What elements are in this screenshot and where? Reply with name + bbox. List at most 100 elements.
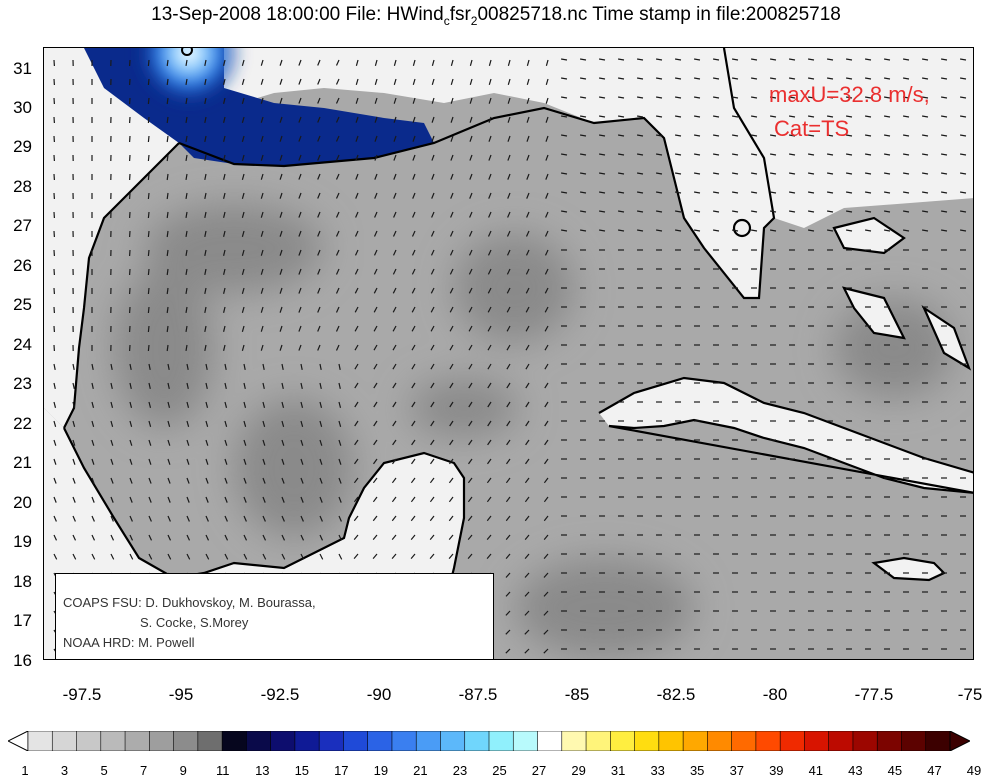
- wind-vector-arrow: [617, 96, 625, 99]
- wind-vector-arrow: [300, 477, 304, 484]
- colorbar-swatch: [270, 731, 296, 751]
- wind-vector-arrow: [91, 420, 95, 427]
- wind-vector-arrow: [72, 363, 75, 371]
- wind-vector-arrow: [129, 401, 133, 408]
- wind-vector-arrow: [525, 420, 530, 427]
- wind-vector-arrow: [788, 96, 796, 99]
- wind-vector-arrow: [769, 96, 777, 99]
- wind-vector-arrow: [317, 97, 321, 104]
- wind-vector-arrow: [335, 230, 340, 237]
- storm-center-marker: [181, 48, 193, 56]
- wind-vector-arrow: [281, 382, 284, 390]
- colorbar-swatch: [464, 731, 490, 751]
- y-tick-label: 26: [13, 256, 32, 275]
- wind-vector-arrow: [769, 229, 777, 232]
- wind-vector-arrow: [450, 135, 454, 142]
- wind-vector-arrow: [393, 154, 397, 161]
- colorbar-tick-label: 29: [571, 763, 586, 778]
- wind-vector-arrow: [674, 229, 682, 232]
- wind-vector-arrow: [298, 344, 302, 351]
- wind-vector-arrow: [579, 172, 587, 175]
- wind-vector-arrow: [205, 553, 210, 560]
- colorbar-swatch: [585, 731, 612, 751]
- wind-vector-arrow: [636, 229, 644, 232]
- wind-vector-arrow: [430, 401, 435, 408]
- wind-vector-arrow: [506, 230, 511, 237]
- wind-vector-arrow: [241, 173, 245, 180]
- wind-vector-arrow: [167, 439, 171, 446]
- wind-vector-arrow: [393, 59, 397, 66]
- wind-vector-arrow: [845, 77, 853, 80]
- wind-vector-arrow: [223, 268, 226, 275]
- wind-vector-arrow: [921, 229, 929, 232]
- wind-vector-arrow: [262, 401, 266, 408]
- wind-vector-arrow: [525, 458, 530, 465]
- wind-vector-arrow: [281, 363, 284, 371]
- wind-vector-arrow: [449, 230, 454, 237]
- wind-vector-arrow: [224, 439, 228, 446]
- wind-vector-arrow: [731, 210, 739, 213]
- wind-vector-arrow: [72, 458, 76, 465]
- wind-vector-arrow: [674, 96, 682, 99]
- wind-vector-arrow: [579, 115, 587, 118]
- wind-vector-arrow: [298, 97, 302, 104]
- colorbar-swatch: [779, 731, 806, 751]
- colorbar-tick-label: 21: [413, 763, 428, 778]
- colorbar-swatch: [440, 731, 466, 751]
- x-tick-label: -75: [957, 685, 983, 704]
- wind-vector-arrow: [241, 78, 245, 85]
- wind-vector-arrow: [241, 59, 245, 66]
- wind-vector-arrow: [788, 172, 796, 175]
- wind-vector-arrow: [167, 553, 172, 560]
- wind-vector-arrow: [807, 58, 815, 61]
- wind-vector-arrow: [902, 210, 910, 213]
- wind-vector-arrow: [317, 306, 321, 313]
- wind-vector-arrow: [167, 382, 170, 390]
- wind-vector-arrow: [507, 173, 511, 180]
- wind-vector-arrow: [72, 420, 76, 427]
- wind-vector-arrow: [281, 477, 285, 484]
- wind-vector-arrow: [545, 116, 549, 123]
- wind-vector-arrow: [505, 553, 511, 559]
- max-wind-annotation: maxU=32.8 m/s,: [769, 82, 930, 107]
- wind-vector-arrow: [317, 325, 321, 332]
- wind-vector-arrow: [524, 648, 530, 654]
- wind-vector-arrow: [335, 135, 340, 142]
- wind-vector-arrow: [372, 477, 378, 484]
- wind-vector-arrow: [243, 515, 247, 522]
- wind-vector-arrow: [204, 268, 207, 276]
- wind-vector-arrow: [560, 115, 568, 118]
- wind-vector-arrow: [506, 344, 511, 351]
- wind-vector-arrow: [731, 77, 739, 80]
- wind-vector-arrow: [617, 115, 625, 118]
- wind-vector-arrow: [204, 325, 207, 333]
- wind-vector-arrow: [166, 173, 169, 181]
- colorbar-swatch: [76, 731, 102, 751]
- wind-vector-arrow: [636, 153, 644, 156]
- wind-vector-arrow: [674, 58, 682, 61]
- wind-vector-arrow: [617, 191, 625, 194]
- wind-vector-arrow: [959, 96, 967, 99]
- wind-vector-arrow: [72, 477, 76, 484]
- credit-line: S. Cocke, S.Morey: [140, 615, 249, 630]
- wind-vector-arrow: [392, 363, 397, 370]
- wind-vector-arrow: [487, 344, 492, 351]
- wind-vector-arrow: [883, 58, 891, 61]
- wind-vector-arrow: [223, 116, 226, 123]
- wind-vector-arrow: [91, 401, 95, 408]
- wind-vector-arrow: [617, 229, 625, 232]
- wind-vector-arrow: [693, 191, 701, 194]
- wind-vector-arrow: [166, 344, 169, 352]
- wind-vector-arrow: [260, 344, 264, 351]
- wind-vector-arrow: [883, 172, 891, 175]
- wind-vector-arrow: [298, 173, 302, 180]
- wind-vector-arrow: [372, 553, 378, 559]
- wind-vector-arrow: [526, 135, 530, 142]
- wind-vector-arrow: [410, 534, 416, 540]
- wind-vector-arrow: [204, 344, 207, 352]
- colorbar-swatch: [658, 731, 684, 751]
- wind-vector-arrow: [487, 363, 492, 370]
- wind-vector-arrow: [262, 420, 266, 427]
- wind-vector-arrow: [864, 77, 872, 80]
- wind-vector-arrow: [53, 553, 58, 560]
